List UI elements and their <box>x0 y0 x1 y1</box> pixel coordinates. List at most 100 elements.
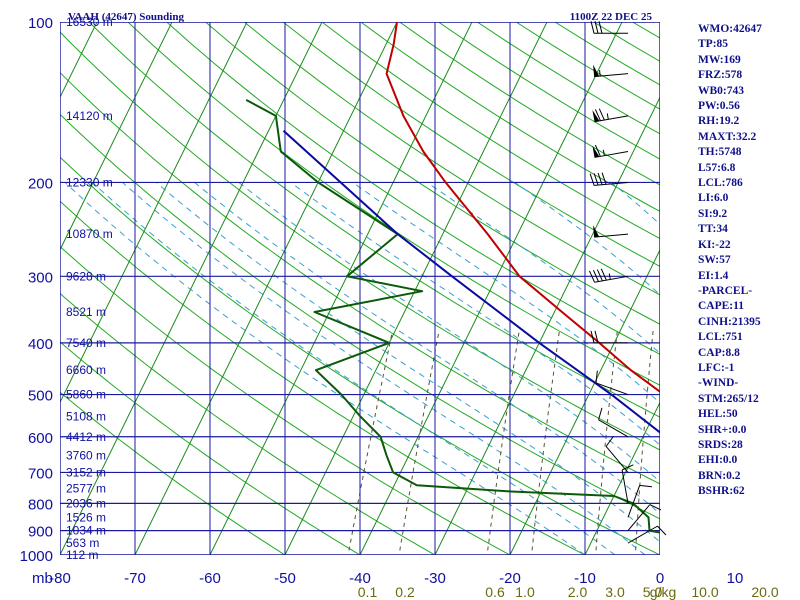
mixing-ratio-label: 0.2 <box>395 584 415 600</box>
index-line: HEL:50 <box>698 408 738 421</box>
height-label: 2036 m <box>66 496 106 510</box>
height-label: 112 m <box>66 548 98 562</box>
dry-adiabat <box>60 391 286 555</box>
index-line: MAXT:32.2 <box>698 130 757 143</box>
moist-adiabat <box>426 181 660 355</box>
index-line: FRZ:578 <box>698 69 743 82</box>
index-line: CAPE:11 <box>698 300 744 313</box>
isotherm <box>359 22 623 555</box>
dry-adiabat <box>321 22 660 240</box>
height-label: 5860 m <box>66 388 106 402</box>
height-label: 3760 m <box>66 448 106 462</box>
mixing-ratio-unit: g/kg <box>650 584 676 600</box>
chart-time: 1100Z 22 DEC 25 <box>570 11 653 23</box>
isotherm <box>60 22 323 555</box>
index-line: CAP:8.8 <box>698 346 740 359</box>
wind-barb <box>593 225 629 238</box>
index-line: WB0:743 <box>698 84 744 97</box>
index-line: STM:265/12 <box>698 392 759 405</box>
mixing-ratio-label: 0.6 <box>485 584 505 600</box>
height-label: 5108 m <box>66 410 106 424</box>
isotherm <box>60 22 98 99</box>
wind-barb <box>598 407 629 438</box>
wind-barb <box>595 370 629 396</box>
wind-barb <box>592 108 629 123</box>
isotherm <box>60 22 173 251</box>
pressure-tick-label: 400 <box>28 336 53 353</box>
temperature-tick-label: -30 <box>424 570 446 587</box>
index-line: -PARCEL- <box>698 284 753 297</box>
mixing-ratio-line <box>347 330 393 555</box>
mixing-ratio-line <box>398 330 440 555</box>
index-line: BRN:0.2 <box>698 469 741 482</box>
wind-barb <box>593 64 629 78</box>
dry-adiabats <box>60 22 660 555</box>
wind-barb <box>621 464 634 504</box>
mixing-ratio-line <box>595 330 618 555</box>
isotherm <box>434 96 660 555</box>
temperature-tick-label: -40 <box>349 570 371 587</box>
mixing-ratio-label: 3.0 <box>605 584 625 600</box>
pressure-axis-label: mb <box>32 570 53 587</box>
height-label: 2577 m <box>66 481 106 495</box>
series-parcel-line <box>282 130 660 434</box>
temperature-tick-label: 10 <box>727 570 744 587</box>
height-label: 14120 m <box>66 109 113 123</box>
height-label: 16530 m <box>66 15 113 29</box>
pressure-tick-label: 200 <box>28 175 53 192</box>
temperature-tick-label: -20 <box>499 570 521 587</box>
height-label: 563 m <box>66 536 99 550</box>
isotherm <box>209 22 473 555</box>
pressure-tick-label: 600 <box>28 430 53 447</box>
temperature-tick-label: 0 <box>656 570 664 587</box>
dry-adiabat <box>165 22 660 355</box>
index-line: LCL:786 <box>698 177 743 190</box>
index-line: TT:34 <box>698 223 728 236</box>
index-line: -WIND- <box>698 377 739 390</box>
pressure-tick-label: 700 <box>28 465 53 482</box>
height-label: 4412 m <box>66 430 106 444</box>
wind-barb <box>590 21 628 34</box>
wind-barb <box>592 144 629 158</box>
dry-adiabat <box>60 71 660 485</box>
mixing-ratio-label: 10.0 <box>691 584 718 600</box>
mixing-ratio-label: 2.0 <box>568 584 588 600</box>
index-line: SW:57 <box>698 254 731 267</box>
height-label: 1526 m <box>66 510 106 524</box>
pressure-tick-label: 100 <box>28 15 53 32</box>
mixing-ratio-label: 0.1 <box>358 584 378 600</box>
temperature-tick-label: -70 <box>124 570 146 587</box>
temperature-tick-label: -80 <box>49 570 71 587</box>
height-label: 6660 m <box>66 363 106 377</box>
wind-barb <box>589 268 629 283</box>
height-label: 3152 m <box>66 465 106 479</box>
dry-adiabat <box>60 341 361 555</box>
moist-adiabat <box>155 182 660 543</box>
index-line: CINH:21395 <box>698 315 761 328</box>
dry-adiabat <box>60 292 437 555</box>
dry-adiabat <box>60 245 512 555</box>
isotherm <box>509 248 660 555</box>
index-panel: WMO:42647 TP:85 MW:169 FRZ:578 WB0:743 PW:0.5… <box>698 22 798 500</box>
wind-barb <box>589 172 629 186</box>
index-line: TP:85 <box>698 38 729 51</box>
dry-adiabat <box>60 113 660 520</box>
isotherm <box>584 401 660 555</box>
moist-adiabat <box>64 182 586 555</box>
wind-barb <box>627 484 652 518</box>
mixing-ratio-line <box>530 330 560 555</box>
dry-adiabat <box>127 22 660 386</box>
height-label: 12330 m <box>66 175 113 189</box>
index-line: PW:0.56 <box>698 100 740 113</box>
pressure-tick-label: 900 <box>28 524 53 541</box>
isotherms <box>60 22 660 555</box>
wind-barb <box>627 504 662 531</box>
isotherm <box>60 22 248 404</box>
index-line: RH:19.2 <box>698 115 740 128</box>
dry-adiabat <box>282 22 660 268</box>
temperature-tick-label: -50 <box>274 570 296 587</box>
index-line: SI:9.2 <box>698 207 728 220</box>
height-label: 10870 m <box>66 227 113 241</box>
pressure-tick-label: 1000 <box>20 548 53 565</box>
